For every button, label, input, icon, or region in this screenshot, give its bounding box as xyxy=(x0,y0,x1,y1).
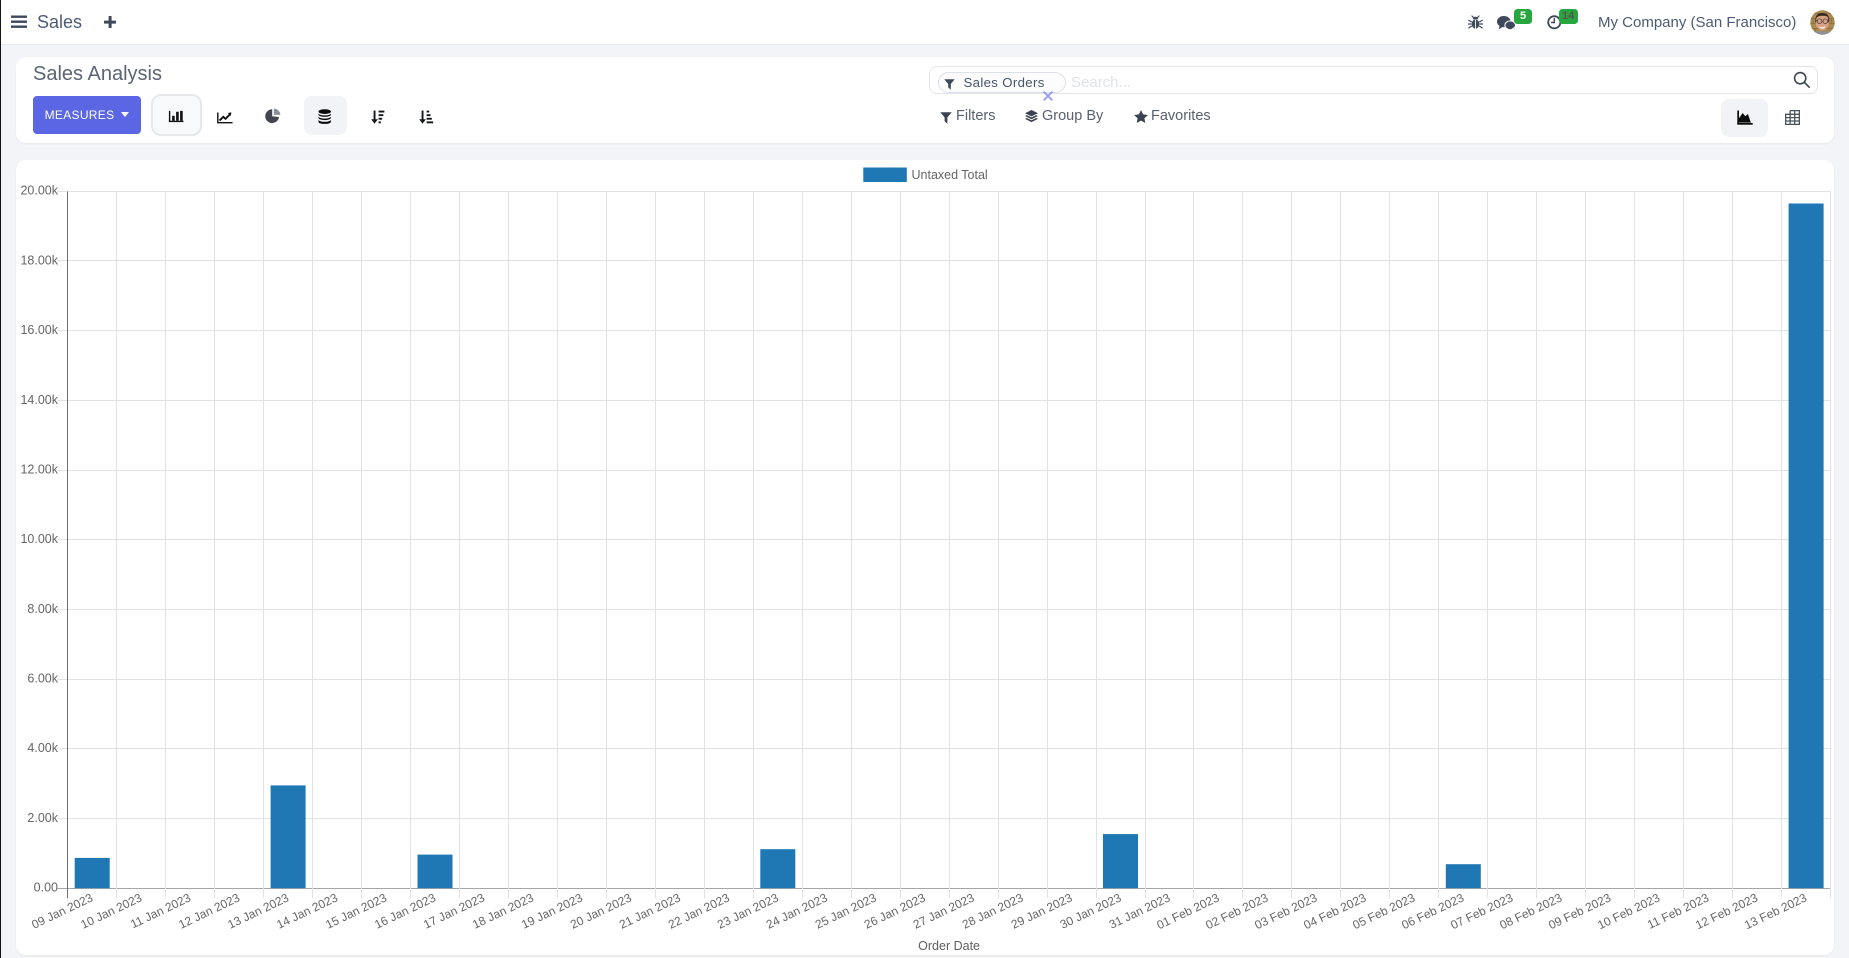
svg-text:4.00k: 4.00k xyxy=(27,741,58,755)
svg-text:0.00: 0.00 xyxy=(34,881,58,895)
svg-text:16.00k: 16.00k xyxy=(20,323,58,337)
svg-text:6.00k: 6.00k xyxy=(27,672,58,686)
svg-text:14.00k: 14.00k xyxy=(20,393,58,407)
svg-text:Order Date: Order Date xyxy=(918,939,980,953)
svg-text:18.00k: 18.00k xyxy=(20,253,58,267)
svg-text:10.00k: 10.00k xyxy=(20,532,58,546)
svg-text:Untaxed Total: Untaxed Total xyxy=(912,168,988,182)
svg-text:20.00k: 20.00k xyxy=(20,184,58,198)
svg-text:2.00k: 2.00k xyxy=(27,811,58,825)
svg-text:8.00k: 8.00k xyxy=(27,602,58,616)
svg-text:12.00k: 12.00k xyxy=(20,463,58,477)
